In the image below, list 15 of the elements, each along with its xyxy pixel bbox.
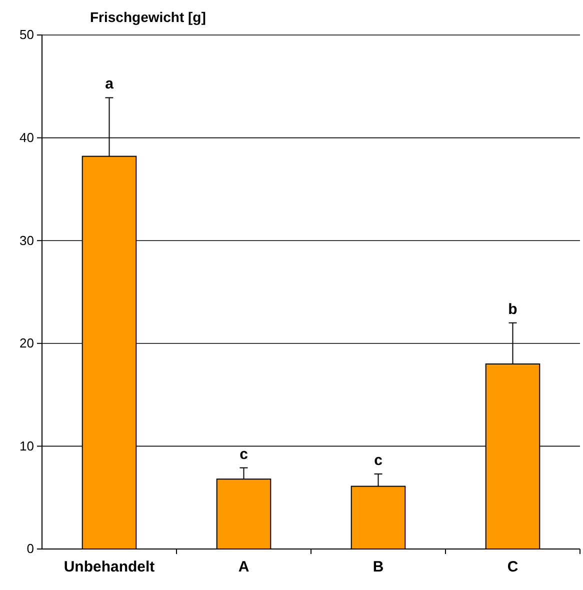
x-tick-label: B xyxy=(372,558,384,576)
x-tick-label: A xyxy=(238,558,250,576)
annotation: b xyxy=(508,300,518,318)
annotation: a xyxy=(105,76,114,93)
x-tick-label: C xyxy=(507,558,518,576)
y-tick-label: 0 xyxy=(26,541,34,556)
annotation: c xyxy=(240,446,248,463)
annotation: c xyxy=(374,452,382,469)
y-tick-label: 40 xyxy=(20,130,34,145)
y-tick-label: 50 xyxy=(20,27,34,42)
y-axis-title: Frischgewicht [g] xyxy=(90,9,206,25)
y-tick-label: 10 xyxy=(20,438,34,454)
x-tick-label: Unbehandelt xyxy=(64,558,155,576)
y-tick-label: 20 xyxy=(20,336,34,351)
y-tick-label: 30 xyxy=(20,232,34,248)
